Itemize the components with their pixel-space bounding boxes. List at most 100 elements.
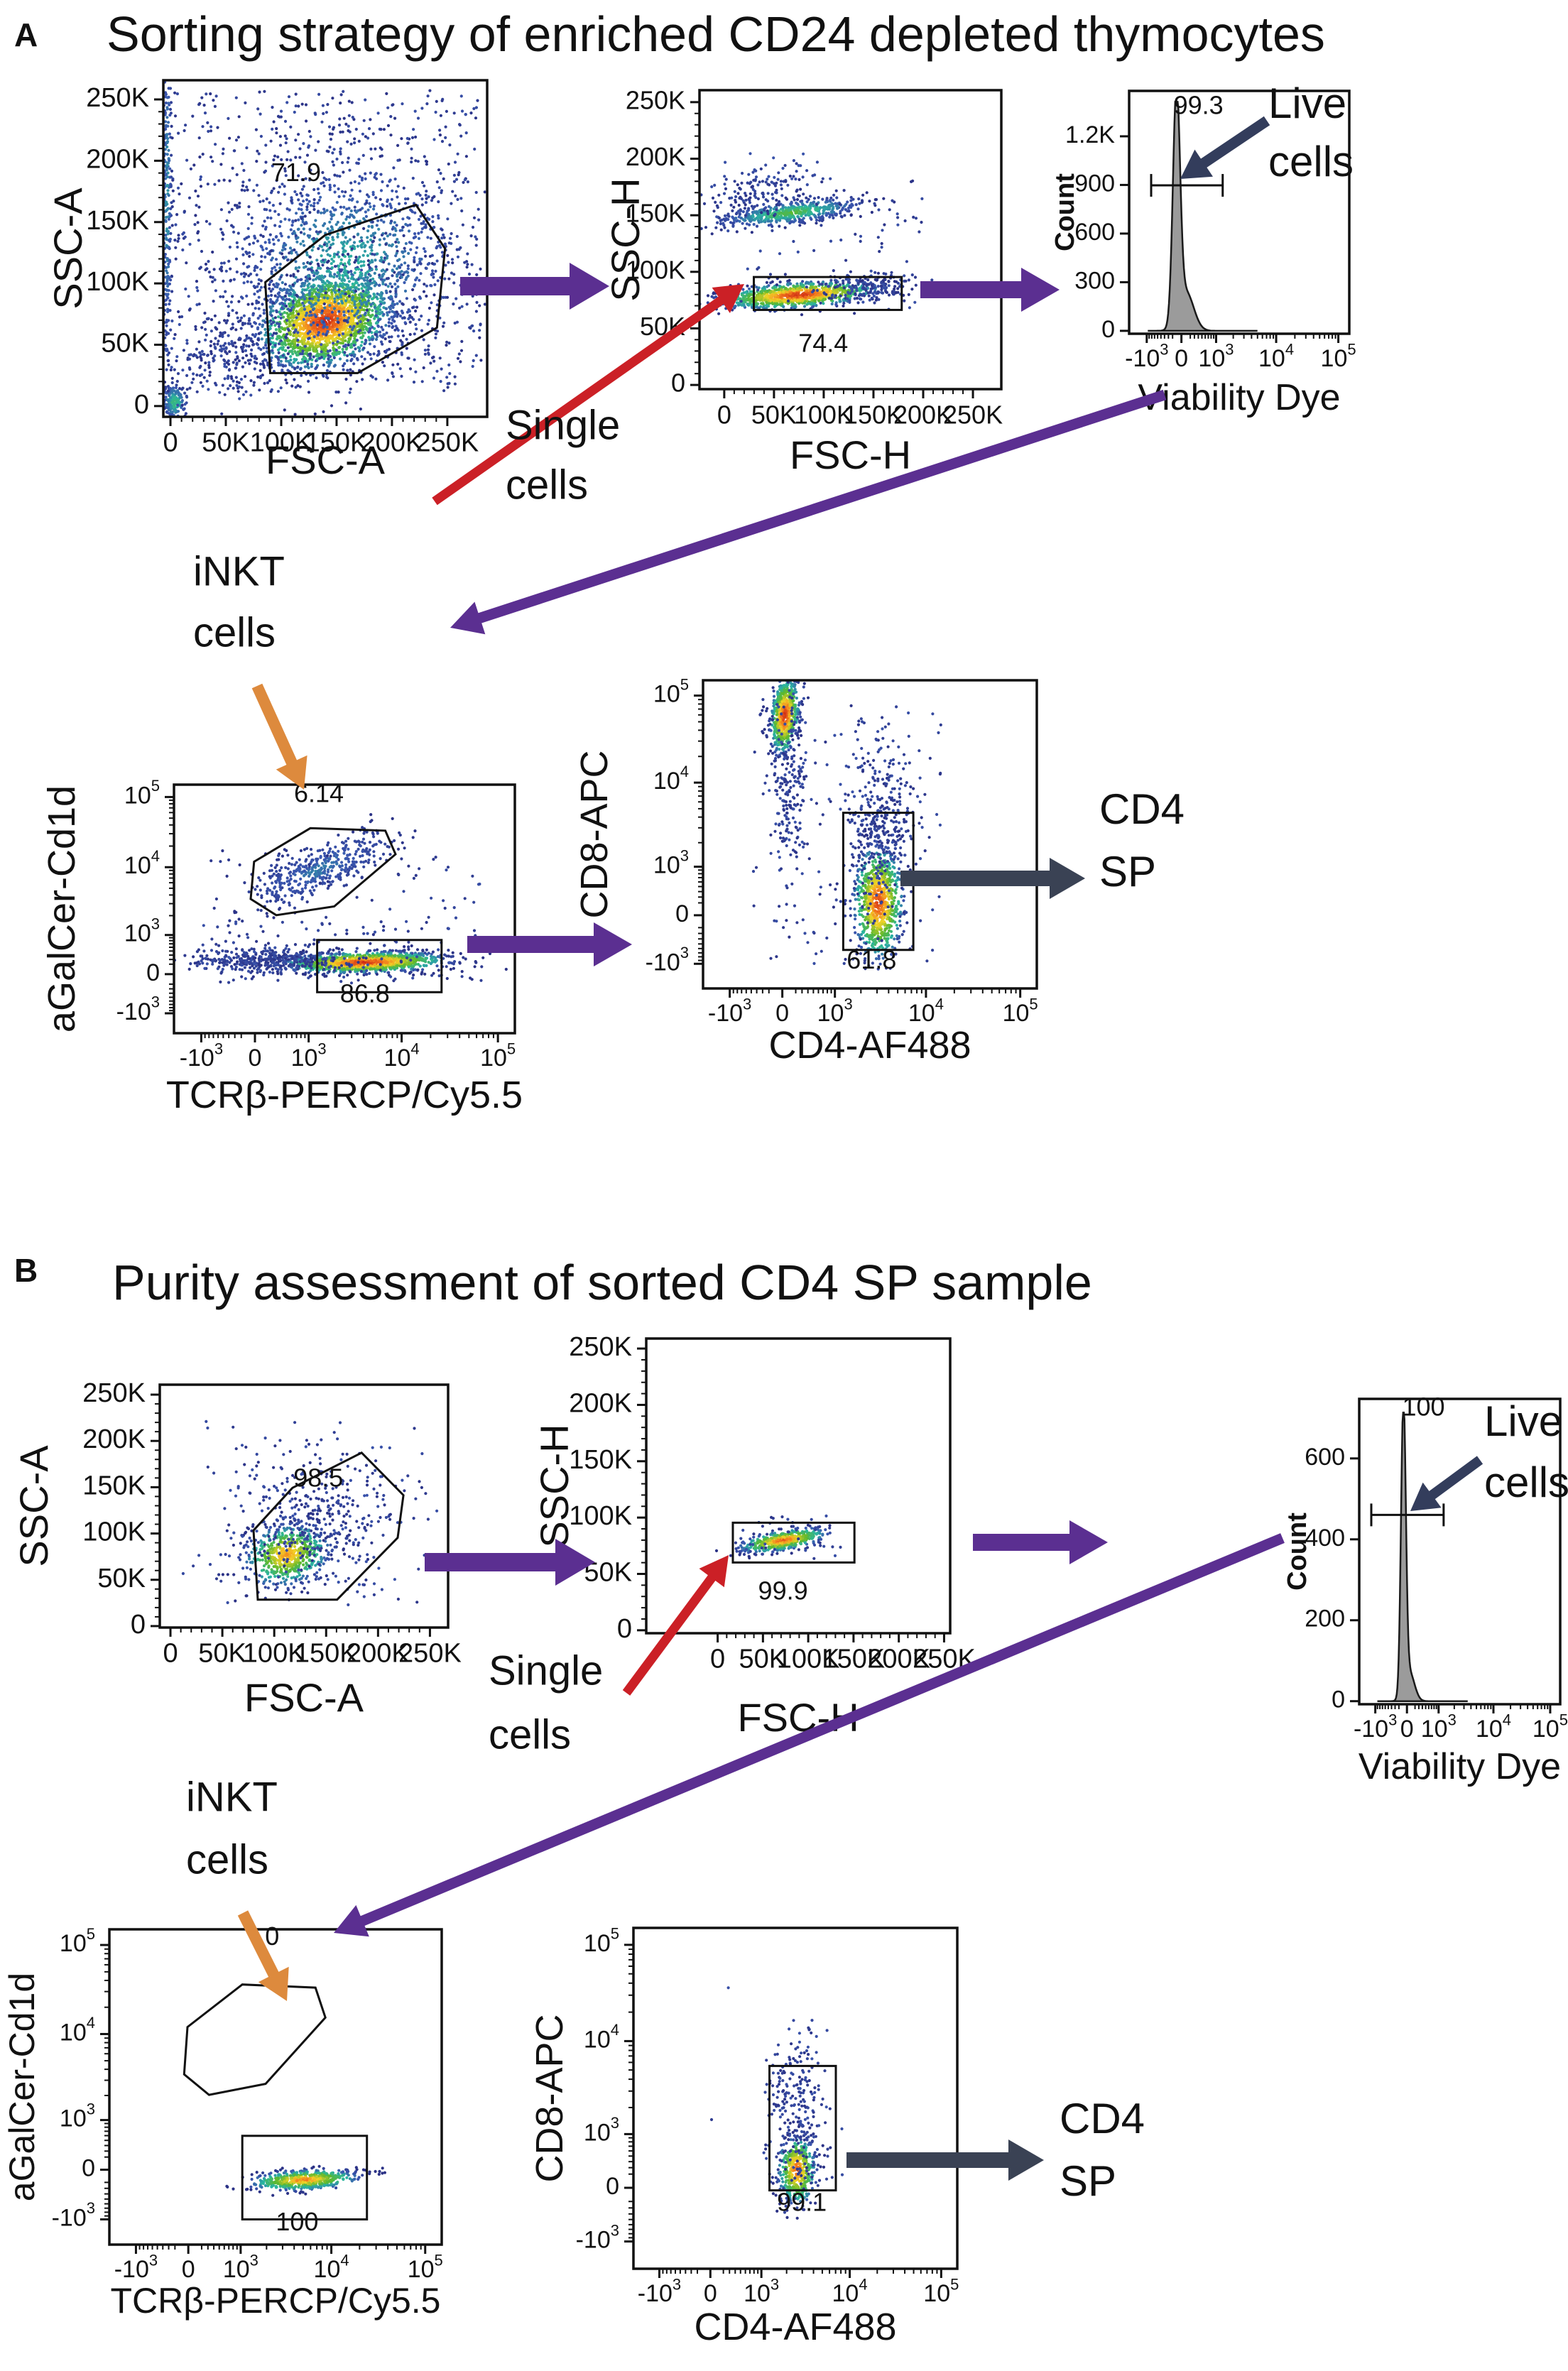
tick-label: 1.2K: [1065, 121, 1115, 148]
b4-frame: [108, 1928, 443, 2246]
label-live-cells-b: Live cells: [1484, 1397, 1568, 1506]
a3-histogram: [1148, 101, 1258, 332]
a2-x-axis-label: FSC-H: [790, 432, 911, 477]
tick-label: 103: [291, 1040, 327, 1072]
tick-label: 0: [182, 2256, 195, 2283]
tick-label: 0: [617, 1614, 632, 1644]
b5-x-axis-label: CD4-AF488: [694, 2306, 896, 2348]
tick-label: 104: [908, 996, 944, 1028]
label-cd4-sp-b: CD4 SP: [1060, 2095, 1145, 2205]
panel-a-letter: A: [14, 16, 38, 53]
b3-y-axis-label: Count: [1283, 1512, 1312, 1591]
a2-y-axis-label: SSC-H: [603, 178, 648, 301]
tick-label: 600: [1305, 1444, 1345, 1471]
tick-label: 105: [1003, 996, 1038, 1028]
gate-a1-71.9: 71.9: [264, 158, 447, 374]
a1-y-axis-label: SSC-A: [45, 187, 90, 310]
plot-a2: 74.40 50K100K150K200K250K050K100K150K200K…: [603, 85, 1003, 477]
tick-label: 105: [408, 2252, 443, 2284]
arrow-b2-to-b3: [973, 1520, 1108, 1564]
arrow-live-cells-b: [1410, 1456, 1483, 1511]
gate-b2-99.9: 99.9: [731, 1521, 856, 1605]
tick-label: 0: [710, 1644, 725, 1674]
tick-label: 200K: [569, 1388, 632, 1418]
tick-label: 400: [1305, 1525, 1345, 1552]
gate-value: 99.3: [1174, 90, 1224, 119]
plot-b5: 99.1 -103 0 103 104 105 -103 0 103 104 105 CD4-AF48…: [528, 1924, 959, 2348]
b4-axes: -103 0 103 104 105 -103 0 103 104 105: [52, 1925, 443, 2283]
tick-label: 200K: [361, 427, 424, 457]
panel-b-letter: B: [14, 1252, 38, 1289]
label-inkt-cells-a-line2: cells: [193, 609, 276, 655]
tick-label: 50K: [97, 1564, 146, 1593]
a1-x-axis-label: FSC-A: [266, 437, 386, 482]
b5-scatter: [709, 1986, 844, 2220]
label-live-cells-b-line1: Live: [1484, 1397, 1562, 1445]
gate-value: 74.4: [798, 328, 848, 357]
arrow-a1-to-a2: [460, 263, 609, 310]
gate-b1-98.5: 98.5: [252, 1451, 405, 1601]
tick-label: 200K: [82, 1424, 146, 1454]
tick-label: -103: [180, 1040, 223, 1072]
arrow-a2-to-a3: [920, 268, 1060, 312]
tick-label: 104: [60, 2014, 95, 2046]
arrow-single-cells-a: [432, 284, 744, 506]
panel-b-title: Purity assessment of sorted CD4 SP sampl…: [112, 1255, 1092, 1310]
tick-label: 600: [1074, 219, 1115, 246]
a5-x-axis-label: CD4-AF488: [768, 1024, 971, 1067]
a5-frame: [702, 679, 1038, 990]
tick-label: 200K: [867, 1644, 930, 1674]
tick-label: 250K: [82, 1378, 146, 1408]
tick-label: 103: [1198, 341, 1234, 373]
tick-label: 150K: [626, 199, 685, 228]
tick-label: 103: [817, 996, 853, 1028]
tick-label: -103: [646, 944, 689, 976]
tick-label: 103: [653, 846, 689, 878]
label-single-cells-b: Single cells: [489, 1647, 603, 1757]
a2-scatter: [699, 152, 934, 317]
b3-x-axis-label: Viability Dye: [1359, 1746, 1561, 1787]
tick-label: 103: [584, 2114, 619, 2146]
tick-label: 250K: [416, 427, 479, 457]
tick-label: 0: [1175, 345, 1188, 372]
b1-y-axis-label: SSC-A: [11, 1445, 56, 1567]
tick-label: 250K: [943, 400, 1003, 429]
tick-label: 100K: [569, 1501, 632, 1531]
tick-label: 150K: [569, 1445, 632, 1475]
gate-value: 86.8: [340, 979, 390, 1008]
plot-b1: 98.50 50K100K150K200K250K050K100K150K200K…: [11, 1378, 462, 1720]
label-inkt-cells-b-line1: iNKT: [186, 1774, 278, 1820]
b2-scatter: [714, 1514, 842, 1560]
gate-value: 61.8: [846, 945, 896, 974]
tick-label: 104: [653, 763, 689, 795]
gate-b4-100: 100: [241, 2135, 369, 2236]
gate-value: 71.9: [271, 158, 321, 187]
label-live-cells-b-line2: cells: [1484, 1459, 1568, 1506]
gate-a4-86.8: 86.8: [316, 939, 443, 1008]
tick-label: -103: [114, 2252, 158, 2284]
tick-label: 105: [1532, 1711, 1568, 1743]
tick-label: 150K: [305, 427, 369, 457]
tick-label: 50K: [739, 1644, 788, 1674]
label-single-cells-b-line1: Single: [489, 1647, 603, 1694]
label-inkt-cells-a-line1: iNKT: [193, 548, 285, 594]
tick-label: 103: [124, 915, 160, 947]
tick-label: 105: [60, 1925, 95, 1957]
tick-label: 150K: [295, 1638, 358, 1668]
arrow-inkt-a: [251, 683, 307, 790]
tick-label: 0: [1101, 316, 1115, 343]
tick-label: 105: [584, 1924, 619, 1956]
arrow-a4-to-a5: [467, 922, 632, 966]
label-inkt-cells-b-line2: cells: [186, 1836, 268, 1882]
arrow-a5-to-cd4sp: [900, 858, 1085, 899]
tick-label: 105: [480, 1040, 516, 1072]
a5-y-axis-label: CD8-APC: [573, 750, 616, 918]
label-inkt-cells-a: iNKT cells: [193, 548, 285, 655]
b3-histogram: [1377, 1412, 1468, 1702]
tick-label: 0: [671, 369, 685, 398]
gate-value: 99.9: [758, 1576, 808, 1605]
